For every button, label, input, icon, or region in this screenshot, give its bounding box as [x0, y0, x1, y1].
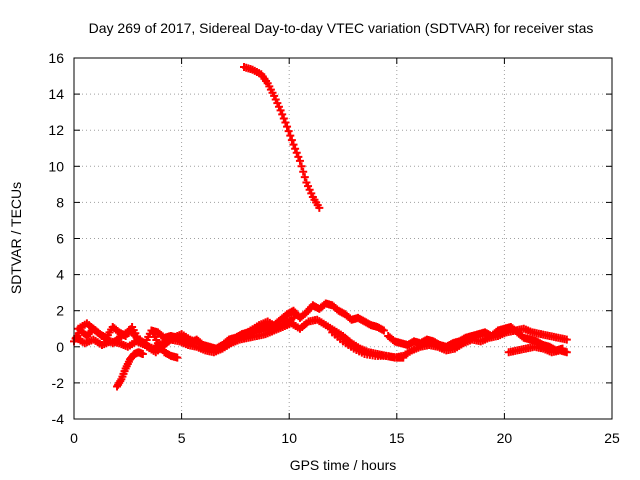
data-point	[287, 136, 296, 145]
series-segment-d	[74, 313, 298, 357]
data-point	[291, 144, 300, 153]
y-axis-label: SDTVAR / TECUs	[8, 182, 24, 294]
grid	[74, 58, 612, 419]
y-tick-label: 14	[48, 86, 64, 102]
data-point	[294, 152, 303, 161]
x-tick-label: 20	[497, 430, 513, 446]
x-ticks: 0 5 10 15 20 25	[70, 58, 620, 446]
data-point	[284, 127, 293, 136]
data-point	[173, 353, 182, 362]
data-point	[562, 348, 571, 357]
series-mid-segment	[147, 326, 182, 362]
y-tick-label: 10	[48, 158, 64, 174]
x-tick-label: 10	[281, 430, 297, 446]
x-axis-label: GPS time / hours	[290, 457, 397, 473]
data-point	[295, 156, 304, 165]
data-point	[281, 118, 290, 127]
y-tick-label: -4	[52, 411, 65, 427]
data-point	[315, 203, 324, 212]
series-short-rise	[113, 348, 147, 391]
y-tick-label: -2	[52, 375, 65, 391]
data-point	[138, 350, 147, 359]
x-tick-label: 0	[70, 430, 78, 446]
y-tick-label: 6	[56, 231, 64, 247]
chart-title: Day 269 of 2017, Sidereal Day-to-day VTE…	[89, 20, 594, 36]
data-point	[276, 106, 285, 115]
y-tick-label: 4	[56, 267, 64, 283]
series-high-arc	[240, 63, 324, 212]
data-point	[379, 326, 388, 335]
data-point	[299, 167, 308, 176]
x-tick-label: 5	[178, 430, 186, 446]
data-point	[283, 122, 292, 131]
data-point	[562, 335, 571, 344]
x-tick-label: 25	[604, 430, 620, 446]
series-layer	[70, 63, 571, 391]
y-tick-label: 2	[56, 303, 64, 319]
data-point	[279, 114, 288, 123]
x-tick-label: 15	[389, 430, 405, 446]
series-late-segment	[504, 342, 571, 357]
data-point	[278, 110, 287, 119]
data-point	[399, 353, 408, 362]
data-point	[300, 173, 309, 182]
series-tail-segment	[328, 328, 408, 362]
y-tick-label: 8	[56, 194, 64, 210]
data-point	[297, 162, 306, 171]
y-ticks: -4 -2 0 2 4 6 8 10 12 14 16	[48, 50, 612, 427]
data-point	[289, 313, 298, 322]
y-tick-label: 16	[48, 50, 64, 66]
data-point	[292, 148, 301, 157]
data-point	[286, 131, 295, 140]
y-tick-label: 0	[56, 339, 64, 355]
y-tick-label: 12	[48, 122, 64, 138]
data-point	[289, 140, 298, 149]
